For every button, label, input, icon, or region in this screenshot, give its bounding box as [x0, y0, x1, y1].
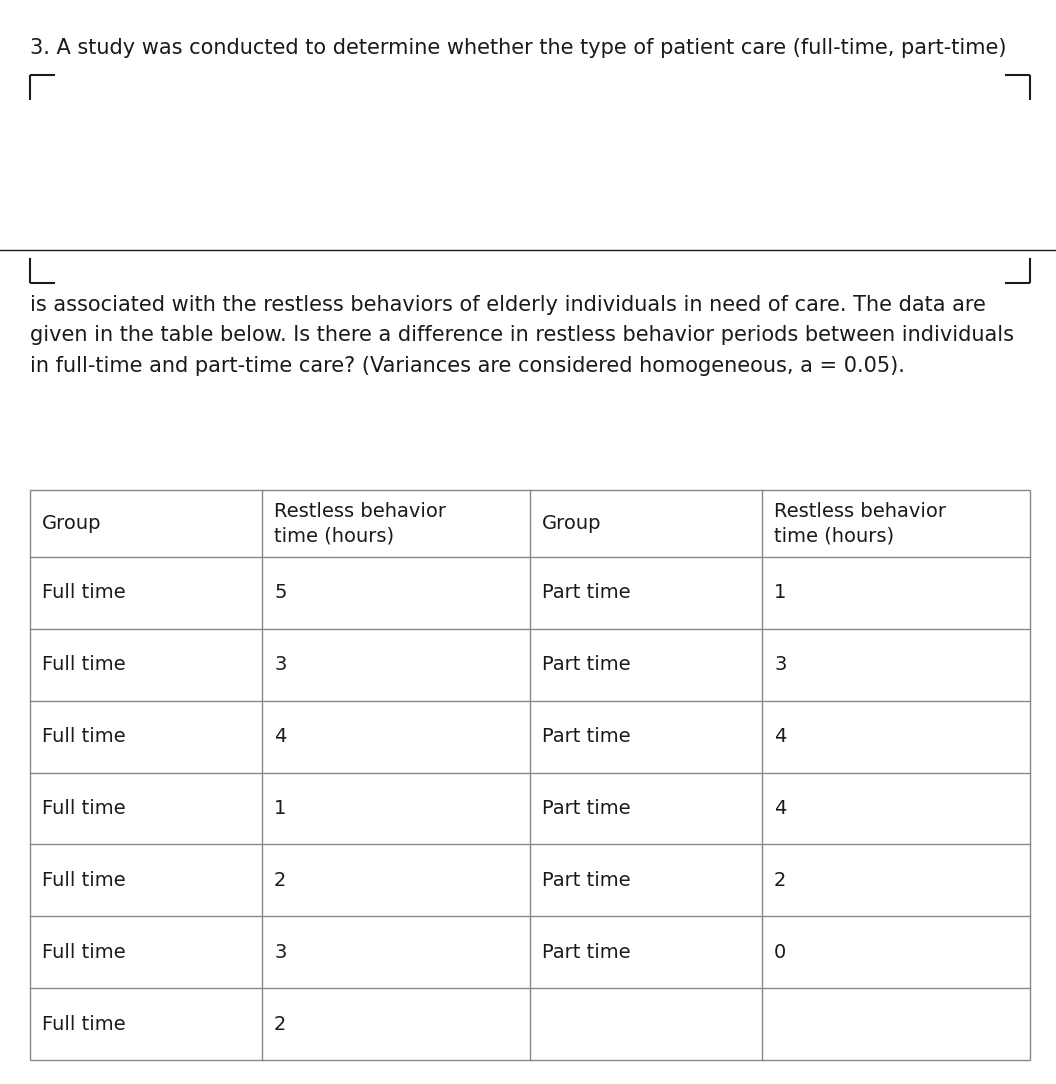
Text: 4: 4: [274, 727, 286, 746]
Bar: [30, 490, 1030, 1060]
Text: 3. A study was conducted to determine whether the type of patient care (full-tim: 3. A study was conducted to determine wh…: [30, 38, 1006, 59]
Text: Part time: Part time: [542, 799, 630, 818]
Text: 5: 5: [274, 583, 286, 603]
Text: Full time: Full time: [42, 583, 126, 603]
Text: Restless behavior
time (hours): Restless behavior time (hours): [274, 502, 446, 545]
Text: Part time: Part time: [542, 656, 630, 674]
Text: 2: 2: [774, 870, 787, 890]
Text: Part time: Part time: [542, 727, 630, 746]
Text: Restless behavior
time (hours): Restless behavior time (hours): [774, 502, 946, 545]
Text: 0: 0: [774, 943, 787, 962]
Text: Part time: Part time: [542, 943, 630, 962]
Text: Part time: Part time: [542, 583, 630, 603]
Text: 3: 3: [774, 656, 787, 674]
Text: 2: 2: [274, 870, 286, 890]
Text: Group: Group: [42, 514, 101, 533]
Text: 2: 2: [274, 1015, 286, 1033]
Text: Part time: Part time: [542, 870, 630, 890]
Text: Full time: Full time: [42, 943, 126, 962]
Text: Full time: Full time: [42, 727, 126, 746]
Text: Full time: Full time: [42, 799, 126, 818]
Text: 3: 3: [274, 656, 286, 674]
Text: 1: 1: [274, 799, 286, 818]
Text: Full time: Full time: [42, 656, 126, 674]
Text: Group: Group: [542, 514, 602, 533]
Text: is associated with the restless behaviors of elderly individuals in need of care: is associated with the restless behavior…: [30, 295, 1014, 376]
Text: Full time: Full time: [42, 1015, 126, 1033]
Text: 1: 1: [774, 583, 787, 603]
Text: 3: 3: [274, 943, 286, 962]
Text: Full time: Full time: [42, 870, 126, 890]
Text: 4: 4: [774, 727, 787, 746]
Text: 4: 4: [774, 799, 787, 818]
